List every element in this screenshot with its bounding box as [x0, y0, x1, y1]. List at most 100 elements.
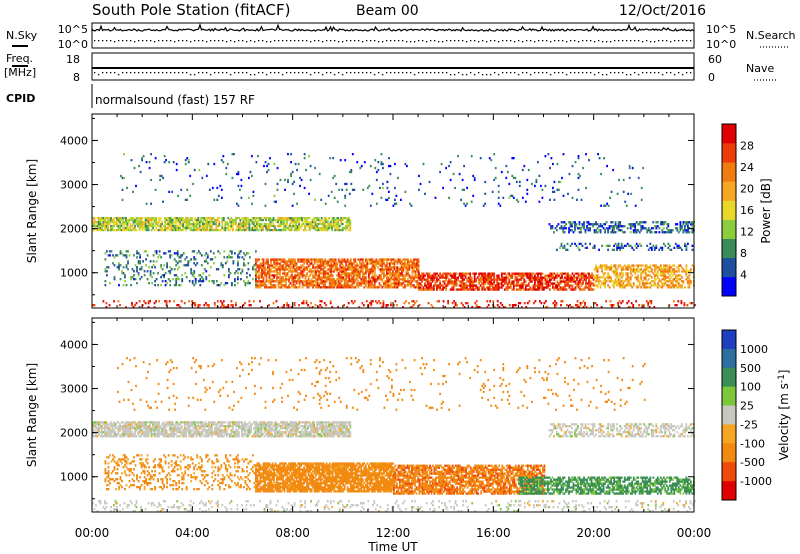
nave-point: [518, 74, 520, 76]
range-cell-5: [634, 276, 637, 279]
range-cell-0: [314, 217, 317, 220]
range-cell-3: [340, 276, 343, 279]
range-cell-8: [222, 155, 225, 158]
range-cell-8: [505, 176, 508, 180]
range-cell-8: [327, 194, 330, 197]
range-cell-6: [124, 276, 126, 279]
range-cell-7: [230, 304, 233, 307]
range-cell-2: [589, 242, 591, 245]
nave-point: [134, 72, 136, 74]
range-cell-4: [449, 288, 452, 291]
nave-point: [418, 72, 420, 74]
range-cell-8: [424, 192, 426, 195]
range-cell-3: [339, 264, 342, 267]
range-cell-5: [596, 278, 599, 281]
range-cell-0: [269, 218, 272, 222]
range-cell-6: [175, 252, 178, 255]
range-cell-4: [476, 286, 479, 289]
range-cell-4: [518, 286, 521, 289]
range-cell-0: [159, 217, 162, 220]
range-cell-0: [317, 218, 320, 222]
range-cell-3: [361, 282, 364, 285]
range-cell-1: [664, 231, 667, 234]
range-cell-8: [395, 202, 398, 205]
range-cell-7: [487, 304, 490, 307]
range-cell-3: [258, 274, 260, 277]
range-cell-0: [253, 224, 255, 228]
range-cell-0: [236, 224, 239, 228]
range-cell-6: [179, 284, 182, 287]
range-cell-7: [165, 302, 168, 305]
range-cell-0: [302, 228, 305, 232]
range-cell-3: [339, 268, 342, 271]
range-cell-0: [283, 217, 285, 220]
range-cell-5: [602, 272, 605, 275]
range-cell-5: [681, 270, 683, 273]
range-cell-3: [342, 264, 345, 267]
range-cell-3: [401, 278, 403, 281]
range-cell-4: [437, 286, 440, 289]
range-cell-4: [571, 286, 574, 289]
range-cell-5: [649, 266, 652, 269]
range-cell-1: [623, 231, 626, 234]
range-cell-1: [550, 225, 552, 228]
nsearch-point: [226, 41, 228, 43]
range-cell-7: [143, 300, 145, 303]
range-cell-3: [405, 266, 408, 269]
range-cell-8: [382, 166, 384, 170]
range-cell-6: [185, 256, 188, 259]
range-cell-4: [514, 274, 517, 277]
range-cell-0: [284, 226, 287, 230]
range-cell-0: [215, 226, 218, 230]
range-cell-5: [599, 280, 602, 283]
range-cell-0: [335, 217, 338, 220]
range-cell-4: [541, 280, 544, 283]
range-cell-6: [234, 278, 236, 281]
range-cell-3: [383, 268, 385, 271]
range-cell-0: [212, 217, 215, 220]
range-cell-4: [515, 278, 518, 281]
range-cell-7: [617, 304, 619, 307]
nsearch-point: [518, 40, 520, 42]
range-cell-7: [528, 300, 531, 303]
range-cell-0: [326, 218, 329, 222]
range-cell-3: [319, 280, 322, 283]
range-cell-3: [387, 278, 390, 281]
range-cell-6: [199, 252, 202, 255]
range-cell-4: [469, 286, 472, 289]
range-cell-3: [333, 268, 336, 271]
range-cell-3: [280, 286, 283, 289]
range-cell-8: [518, 180, 521, 184]
range-cell-1: [635, 221, 638, 224]
range-cell-0: [251, 222, 254, 226]
range-cell-3: [410, 264, 412, 267]
nave-point: [242, 72, 244, 74]
range-cell-4: [540, 284, 542, 287]
range-cell-0: [134, 218, 136, 222]
range-cell-3: [357, 272, 360, 275]
range-cell-2: [631, 246, 634, 249]
range-cell-3: [315, 270, 317, 273]
range-cell-5: [664, 268, 667, 271]
range-cell-3: [399, 272, 402, 275]
range-cell-6: [161, 274, 164, 277]
range-cell-3: [295, 276, 298, 279]
range-cell-3: [291, 274, 293, 277]
range-cell-8: [275, 200, 277, 203]
range-cell-3: [381, 270, 384, 273]
range-cell-3: [351, 282, 354, 285]
range-cell-5: [607, 272, 609, 275]
range-cell-7: [168, 300, 171, 303]
range-cell-1: [638, 231, 641, 234]
range-cell-3: [354, 264, 357, 267]
range-cell-3: [283, 258, 286, 261]
range-cell-8: [189, 194, 192, 197]
range-cell-6: [247, 282, 250, 285]
range-cell-1: [568, 221, 570, 224]
range-cell-0: [281, 218, 284, 222]
range-cell-7: [319, 300, 322, 303]
range-cell-5: [674, 284, 677, 287]
range-cell-2: [620, 244, 623, 247]
range-cell-7: [283, 304, 285, 307]
range-cell-0: [129, 222, 132, 226]
